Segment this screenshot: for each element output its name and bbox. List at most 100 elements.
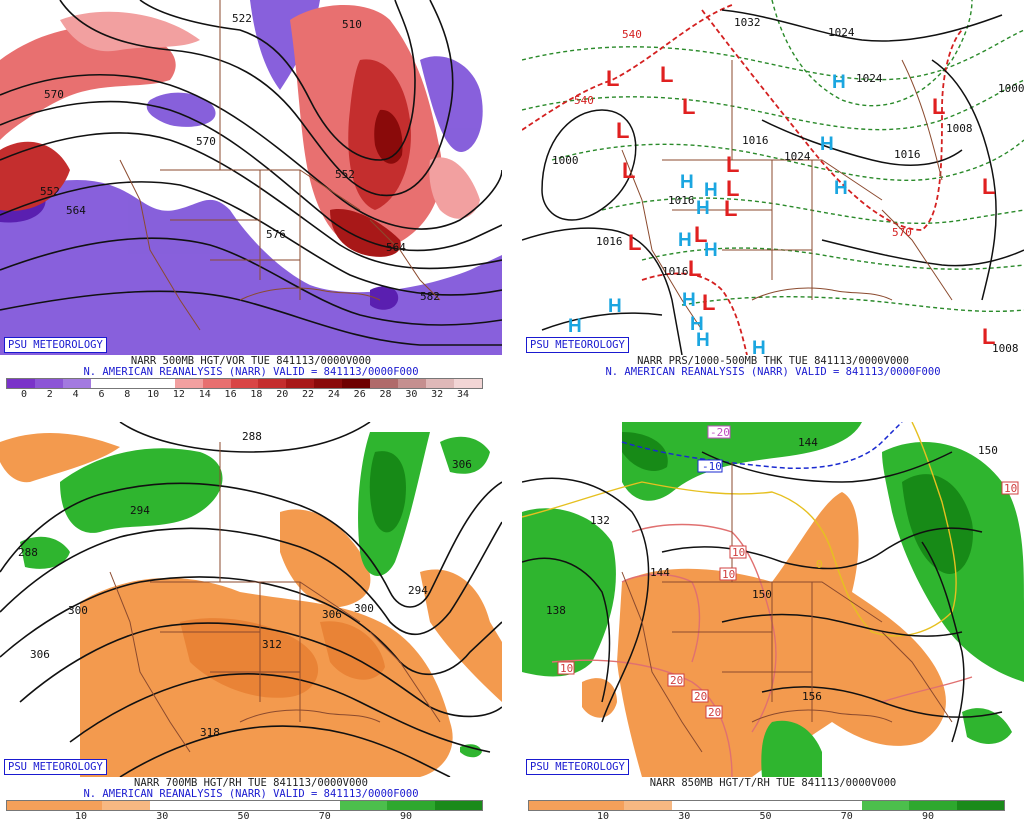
svg-text:300: 300 xyxy=(354,602,374,615)
legend-swatch xyxy=(118,379,147,388)
contour-labels: 570 552 564 570 576 522 510 552 564 582 xyxy=(40,12,440,303)
legend-ticks: 10 30 50 70 90 xyxy=(528,811,1003,823)
legend-tick-label: 32 xyxy=(431,389,444,400)
svg-text:H: H xyxy=(682,290,696,311)
color-legend xyxy=(528,800,1005,811)
legend-swatch xyxy=(624,801,672,810)
thickness-labels: 540 570 540 xyxy=(574,28,912,239)
caption-valid: N. AMERICAN REANALYSIS (NARR) VALID = 84… xyxy=(83,366,419,378)
svg-text:L: L xyxy=(622,158,635,183)
svg-text:H: H xyxy=(832,72,846,93)
svg-text:564: 564 xyxy=(66,204,86,217)
svg-text:H: H xyxy=(608,296,622,317)
svg-text:570: 570 xyxy=(196,135,216,148)
legend-swatch xyxy=(426,379,454,388)
svg-text:540: 540 xyxy=(574,94,594,107)
legend-ticks: 0 2 4 6 8 10 12 14 16 18 20 22 24 26 28 30 32 34 xyxy=(6,389,481,401)
svg-text:150: 150 xyxy=(752,588,772,601)
panel-850mb: 132 138 144 150 156 144 150 -20 -10 10 1… xyxy=(522,422,1024,831)
legend-swatch xyxy=(671,801,719,810)
svg-text:H: H xyxy=(690,314,704,335)
legend-swatch xyxy=(286,379,315,388)
svg-text:1000: 1000 xyxy=(552,154,579,167)
svg-text:306: 306 xyxy=(452,458,472,471)
svg-text:H: H xyxy=(568,316,582,337)
svg-text:H: H xyxy=(680,172,694,193)
state-borders xyxy=(621,462,953,753)
legend-swatch xyxy=(146,379,175,388)
svg-text:1008: 1008 xyxy=(946,122,973,135)
svg-text:312: 312 xyxy=(262,638,282,651)
svg-text:H: H xyxy=(834,178,848,199)
legend-tick-label: 34 xyxy=(456,389,470,400)
legend-swatch xyxy=(434,801,482,810)
legend-swatch xyxy=(387,801,435,810)
svg-text:294: 294 xyxy=(130,504,150,517)
legend-swatch xyxy=(202,379,231,388)
svg-text:522: 522 xyxy=(232,12,252,25)
legend-swatch xyxy=(766,801,814,810)
legend-swatch xyxy=(454,379,482,388)
svg-text:H: H xyxy=(696,198,710,219)
legend-swatch xyxy=(909,801,957,810)
psu-badge: PSU METEOROLOGY xyxy=(4,337,107,353)
svg-text:552: 552 xyxy=(335,168,355,181)
legend-tick-label: 50 xyxy=(237,811,250,822)
svg-text:10: 10 xyxy=(1004,482,1017,495)
svg-text:L: L xyxy=(688,256,701,281)
legend-tick-label: 16 xyxy=(224,389,237,400)
svg-text:L: L xyxy=(724,196,737,221)
freezing-line xyxy=(621,422,903,470)
legend-tick-label: 30 xyxy=(156,811,169,822)
psu-badge: PSU METEOROLOGY xyxy=(526,759,629,775)
svg-text:582: 582 xyxy=(420,290,440,303)
svg-text:570: 570 xyxy=(892,226,912,239)
map-pressure: 1032 1024 1024 1016 1024 1016 1008 1000 … xyxy=(522,0,1024,355)
legend-tick-label: 8 xyxy=(124,389,131,400)
isobar-labels: 1032 1024 1024 1016 1024 1016 1008 1000 … xyxy=(552,16,1024,355)
legend-swatch xyxy=(398,379,427,388)
isotherm-labels: -20 -10 10 10 10 20 20 20 10 0 xyxy=(557,425,1019,719)
legend-tick-label: 26 xyxy=(353,389,366,400)
svg-text:1024: 1024 xyxy=(856,72,883,85)
contour-labels: 132 138 144 150 156 144 150 xyxy=(546,436,998,703)
legend-tick-label: 12 xyxy=(172,389,185,400)
legend-swatch xyxy=(370,379,399,388)
svg-text:10: 10 xyxy=(722,568,735,581)
caption-valid: N. AMERICAN REANALYSIS (NARR) VALID = 84… xyxy=(605,366,941,378)
svg-text:H: H xyxy=(678,230,692,251)
svg-text:144: 144 xyxy=(650,566,670,579)
legend-swatch xyxy=(339,801,387,810)
svg-text:1024: 1024 xyxy=(828,26,855,39)
height-contours xyxy=(522,451,1003,743)
legend-tick-label: 90 xyxy=(921,811,935,822)
svg-text:1016: 1016 xyxy=(742,134,769,147)
legend-tick-label: 20 xyxy=(276,389,289,400)
legend-swatch xyxy=(342,379,371,388)
svg-text:20: 20 xyxy=(694,690,707,703)
state-borders xyxy=(109,442,441,753)
svg-text:138: 138 xyxy=(546,604,566,617)
psu-badge: PSU METEOROLOGY xyxy=(526,337,629,353)
svg-text:552: 552 xyxy=(40,185,60,198)
legend-tick-label: 50 xyxy=(759,811,772,822)
svg-text:0: 0 xyxy=(816,558,823,571)
legend-swatch xyxy=(54,801,102,810)
height-contours xyxy=(0,0,502,346)
legend-tick-label: 10 xyxy=(74,811,88,822)
legend-swatch xyxy=(576,801,624,810)
svg-text:1000: 1000 xyxy=(998,82,1024,95)
svg-text:288: 288 xyxy=(242,430,262,443)
svg-text:1016: 1016 xyxy=(596,235,623,248)
svg-text:L: L xyxy=(616,118,629,143)
svg-text:L: L xyxy=(726,176,739,201)
svg-text:L: L xyxy=(660,62,673,87)
legend-tick-label: 14 xyxy=(198,389,211,400)
caption-title: NARR 500MB HGT/VOR TUE 841113/0000V000 xyxy=(130,355,372,367)
thickness-540-570 xyxy=(522,4,963,355)
svg-text:156: 156 xyxy=(802,690,822,703)
caption-title: NARR 850MB HGT/T/RH TUE 841113/0000V000 xyxy=(649,777,897,789)
svg-text:-10: -10 xyxy=(702,460,722,473)
panel-700mb: 288 294 300 306 312 318 300 306 294 306 … xyxy=(0,422,502,831)
svg-text:10: 10 xyxy=(560,662,573,675)
